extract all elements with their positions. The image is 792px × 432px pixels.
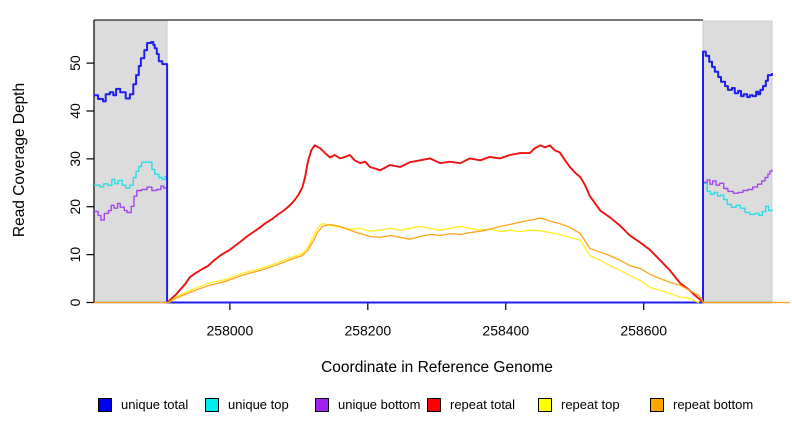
series-line-unique-top bbox=[94, 161, 773, 304]
x-tick-label: 258200 bbox=[344, 323, 391, 339]
y-axis-title: Read Coverage Depth bbox=[11, 82, 28, 238]
y-tick-label: 30 bbox=[67, 151, 83, 167]
shaded-region bbox=[93, 20, 168, 303]
series-line-repeat-bottom bbox=[94, 217, 790, 304]
x-tick-label: 258600 bbox=[620, 323, 667, 339]
shaded-region bbox=[702, 20, 773, 303]
x-axis-title: Coordinate in Reference Genome bbox=[321, 359, 553, 376]
y-tick-label: 40 bbox=[67, 103, 83, 119]
x-tick-label: 258400 bbox=[482, 323, 529, 339]
y-tick-label: 20 bbox=[67, 199, 83, 215]
y-tick-label: 50 bbox=[67, 55, 83, 71]
y-tick-label: 10 bbox=[67, 247, 83, 263]
series-line-repeat-top bbox=[168, 222, 700, 304]
x-tick-label: 258000 bbox=[207, 323, 254, 339]
series-line-unique-total bbox=[94, 41, 773, 304]
y-tick-label: 0 bbox=[67, 298, 83, 306]
series-line-repeat-total bbox=[167, 144, 704, 304]
